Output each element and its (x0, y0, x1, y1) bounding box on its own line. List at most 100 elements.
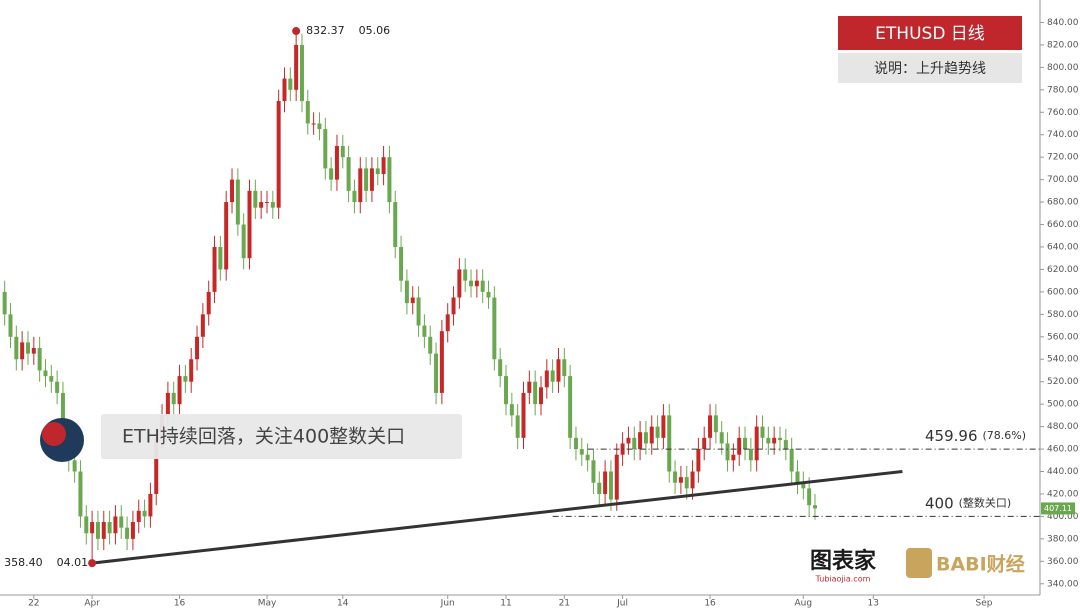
candle-body (125, 527, 130, 539)
candle-body (638, 432, 643, 450)
candle-body (696, 449, 701, 472)
candle-body (358, 168, 363, 203)
y-tick-label: 460.00 (1047, 445, 1079, 455)
y-tick-label: 600.00 (1047, 287, 1079, 297)
candle-body (719, 432, 724, 444)
candle-body (43, 370, 48, 377)
avatar-icon-inner (42, 422, 66, 446)
x-tick-label: 14 (337, 599, 349, 608)
candle-body (509, 404, 514, 416)
candle-body (305, 101, 310, 124)
candle-body (154, 437, 159, 494)
candle-body (14, 336, 19, 360)
x-tick-label: 13 (868, 599, 879, 608)
candle-body (165, 392, 170, 416)
price-tag: 407.11 (1044, 504, 1072, 513)
logo-babi: BABI财经 (936, 553, 1025, 576)
candle-body (299, 44, 304, 102)
trendline (91, 470, 903, 565)
candle-body (667, 415, 672, 472)
candle-body (20, 342, 25, 360)
candle-body (2, 291, 7, 315)
candle-body (264, 202, 269, 204)
candle-body (206, 291, 211, 315)
y-tick-label: 580.00 (1047, 310, 1079, 320)
candle-body (235, 179, 240, 225)
candle-body (713, 415, 718, 433)
extreme-label: 832.37 (306, 24, 345, 37)
candle-body (404, 280, 409, 304)
candle-body (369, 168, 374, 191)
y-tick-label: 500.00 (1047, 400, 1079, 410)
candle-body (195, 336, 200, 360)
y-tick-label: 660.00 (1047, 220, 1079, 230)
x-tick-label: 16 (704, 599, 716, 608)
candle-body (772, 437, 777, 444)
y-tick-label: 700.00 (1047, 175, 1079, 185)
chart-title: ETHUSD 日线 (875, 24, 985, 44)
candle-body (474, 280, 479, 287)
candle-body (270, 202, 275, 208)
candle-body (538, 387, 543, 405)
candle-body (241, 224, 246, 259)
candle-body (591, 460, 596, 483)
extreme-date: 04.01 (57, 556, 89, 569)
level-label: 459.96 (78.6%) (925, 427, 1026, 445)
candle-body (789, 449, 794, 472)
candle-body (579, 449, 584, 455)
candle-body (148, 493, 153, 517)
title-bg (838, 16, 1022, 50)
candle-body (504, 376, 509, 405)
candle-body (410, 297, 415, 304)
candle-body (451, 297, 456, 315)
candle-body (416, 297, 421, 326)
candle-body (84, 516, 89, 534)
x-tick-label: Jun (440, 599, 455, 608)
candle-body (434, 353, 439, 393)
logo-url: Tubiaojia.com (815, 575, 871, 584)
candle-body (684, 477, 689, 489)
x-tick-label: Sep (976, 599, 993, 608)
candle-body (498, 359, 503, 377)
candle-body (49, 376, 54, 382)
candle-body (439, 331, 444, 393)
y-tick-label: 780.00 (1047, 85, 1079, 95)
candle-body (422, 325, 427, 337)
candle-body (690, 471, 695, 489)
y-tick-label: 400.00 (1047, 512, 1079, 522)
candle-body (463, 269, 468, 281)
y-tick-label: 760.00 (1047, 108, 1079, 118)
x-tick-label: May (258, 599, 277, 608)
logos: 图表家 Tubiaojia.com BABI财经 (810, 548, 1025, 584)
candle-body (603, 471, 608, 494)
candle-body (620, 443, 625, 455)
candle-body (673, 471, 678, 483)
candle-body (550, 370, 555, 382)
y-tick-label: 540.00 (1047, 355, 1079, 365)
y-tick-label: 440.00 (1047, 467, 1079, 477)
candle-body (795, 471, 800, 483)
candle-body (247, 190, 252, 259)
candle-body (486, 291, 491, 298)
candle-body (562, 359, 567, 377)
candle-body (778, 437, 782, 441)
candle-body (573, 437, 578, 450)
candle-body (329, 168, 334, 180)
level-label: 400 (整数关口) (925, 494, 1011, 512)
candle-body (608, 471, 613, 500)
candle-body (317, 123, 322, 130)
y-tick-label: 820.00 (1047, 40, 1079, 50)
candle-body (259, 202, 264, 208)
candle-body (346, 157, 351, 191)
candle-body (95, 522, 100, 539)
candle-body (649, 426, 654, 444)
candle-body (352, 190, 357, 203)
extreme-label: 358.40 (4, 556, 43, 569)
candle-body (113, 516, 118, 534)
candle-body (183, 376, 188, 382)
candle-body (107, 522, 112, 534)
candle-body (90, 522, 95, 534)
extreme-label: 832.37 05.06 (306, 24, 390, 37)
y-tick-label: 840.00 (1047, 18, 1079, 28)
callout: ETH持续回落，关注400整数关口 (40, 414, 462, 462)
